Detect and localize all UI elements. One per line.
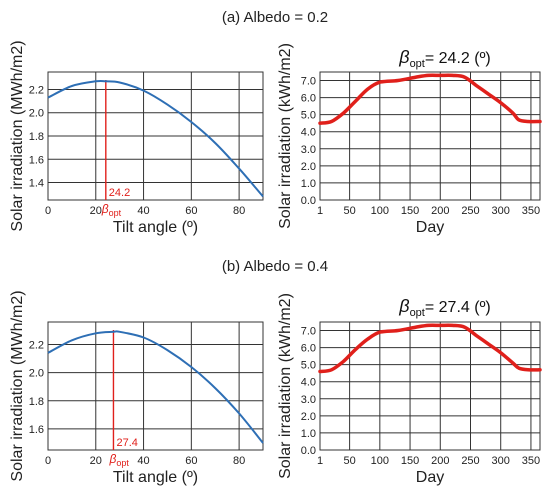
y-tick-label: 1.0 — [301, 428, 316, 440]
series-line — [47, 79, 264, 198]
plot-frame — [47, 321, 264, 451]
y-tick-label: 2.0 — [301, 161, 316, 173]
y-axis-label: Solar irradiation (kWh/m2) — [277, 43, 294, 229]
y-tick-label: 6.0 — [301, 343, 316, 355]
x-tick-label: 40 — [137, 205, 149, 217]
daily-b-title: βopt= 27.4 (º) — [398, 296, 490, 319]
daily-b-title-sub: opt — [410, 307, 425, 319]
tilt-chart-b: 0 20 40 60 80 1.6 1.8 2.0 2.2 Tilt angle (º) Solar… — [9, 290, 264, 486]
x-tick-label: 1 — [317, 455, 323, 467]
y-tick-label: 5.0 — [301, 360, 316, 372]
y-axis-label: Solar irradiation (MWh/m2) — [9, 290, 26, 481]
y-tick-label: 1.0 — [301, 178, 316, 190]
x-tick-label: 40 — [137, 455, 149, 467]
x-tick-label: 100 — [371, 205, 389, 217]
y-tick-label: 4.0 — [301, 127, 316, 139]
x-tick-label: 20 — [90, 205, 102, 217]
y-tick-label: 2.2 — [29, 340, 44, 352]
x-tick-label: 0 — [45, 455, 51, 467]
plot-frame — [319, 321, 541, 451]
optimum-beta-symbol: β — [101, 202, 109, 216]
y-tick-label: 2.0 — [29, 108, 44, 120]
plot-frame — [319, 71, 541, 201]
y-axis-label: Solar irradiation (kWh/m2) — [277, 293, 294, 479]
optimum-beta-sub: opt — [109, 208, 122, 218]
y-tick-label: 6.0 — [301, 93, 316, 105]
daily-b-title-symbol: β — [398, 296, 409, 316]
x-tick-label: 150 — [401, 205, 419, 217]
x-tick-label: 350 — [522, 205, 540, 217]
y-tick-label: 3.0 — [301, 394, 316, 406]
optimum-beta-sub: opt — [116, 458, 129, 468]
series-line — [47, 330, 264, 444]
optimum-beta-label: βopt — [101, 202, 122, 218]
y-tick-label: 2.0 — [29, 368, 44, 380]
daily-chart-a: 1 50 100 150 200 250 300 3500.01.02.03.04.05.06… — [277, 43, 542, 236]
x-tick-label: 350 — [522, 455, 540, 467]
x-tick-label: 300 — [492, 455, 510, 467]
optimum-beta-symbol: β — [108, 452, 116, 466]
x-axis-label: Tilt angle (º) — [113, 219, 198, 236]
x-tick-label: 200 — [431, 205, 449, 217]
daily-a-title-symbol: β — [398, 47, 409, 67]
y-tick-label: 1.6 — [29, 424, 44, 436]
x-tick-label: 250 — [461, 205, 479, 217]
y-tick-label: 5.0 — [301, 110, 316, 122]
daily-a-title-sub: opt — [410, 58, 425, 70]
x-axis-label: Tilt angle (º) — [113, 469, 198, 486]
y-tick-label: 3.0 — [301, 144, 316, 156]
x-tick-label: 50 — [343, 205, 355, 217]
panel-a-caption: (a) Albedo = 0.2 — [222, 9, 328, 26]
x-tick-label: 200 — [431, 455, 449, 467]
x-tick-label: 250 — [461, 455, 479, 467]
daily-a-title: βopt= 24.2 (º) — [398, 47, 490, 70]
y-tick-label: 1.4 — [29, 178, 44, 190]
y-tick-label: 1.8 — [29, 131, 44, 143]
x-tick-label: 50 — [343, 455, 355, 467]
optimum-beta-label: βopt — [108, 452, 129, 468]
x-tick-label: 300 — [492, 205, 510, 217]
daily-a-title-value: = 24.2 (º) — [425, 50, 491, 67]
optimum-tilt-value: 24.2 — [109, 187, 130, 199]
x-axis-label: Day — [416, 219, 444, 236]
y-tick-label: 2.2 — [29, 84, 44, 96]
x-tick-label: 80 — [233, 205, 245, 217]
x-tick-label: 0 — [45, 205, 51, 217]
y-tick-label: 2.0 — [301, 411, 316, 423]
x-axis-label: Day — [416, 469, 444, 486]
x-tick-label: 150 — [401, 455, 419, 467]
x-tick-label: 60 — [185, 455, 197, 467]
series-line — [318, 323, 542, 374]
y-tick-label: 1.6 — [29, 154, 44, 166]
y-tick-label: 7.0 — [301, 76, 316, 88]
y-tick-label: 0.0 — [301, 195, 316, 207]
x-tick-label: 20 — [90, 455, 102, 467]
x-tick-label: 60 — [185, 205, 197, 217]
x-tick-label: 1 — [317, 205, 323, 217]
y-tick-label: 4.0 — [301, 377, 316, 389]
plot-frame — [47, 71, 264, 201]
daily-chart-b: 1 50 100 150 200 250 300 3500.01.02.03.04.05.06… — [277, 293, 542, 486]
y-tick-label: 1.8 — [29, 396, 44, 408]
y-tick-label: 0.0 — [301, 445, 316, 457]
series-line — [318, 73, 542, 125]
panel-b-caption: (b) Albedo = 0.4 — [222, 258, 328, 275]
x-tick-label: 80 — [233, 455, 245, 467]
x-tick-label: 100 — [371, 455, 389, 467]
y-tick-label: 7.0 — [301, 326, 316, 338]
tilt-chart-a: 0 20 40 60 80 1.4 1.6 1.8 2.0 2.2 Tilt angle (º) So… — [9, 40, 264, 236]
daily-b-title-value: = 27.4 (º) — [425, 299, 491, 316]
optimum-tilt-value: 27.4 — [116, 437, 137, 449]
y-axis-label: Solar irradiation (MWh/m2) — [9, 40, 26, 231]
